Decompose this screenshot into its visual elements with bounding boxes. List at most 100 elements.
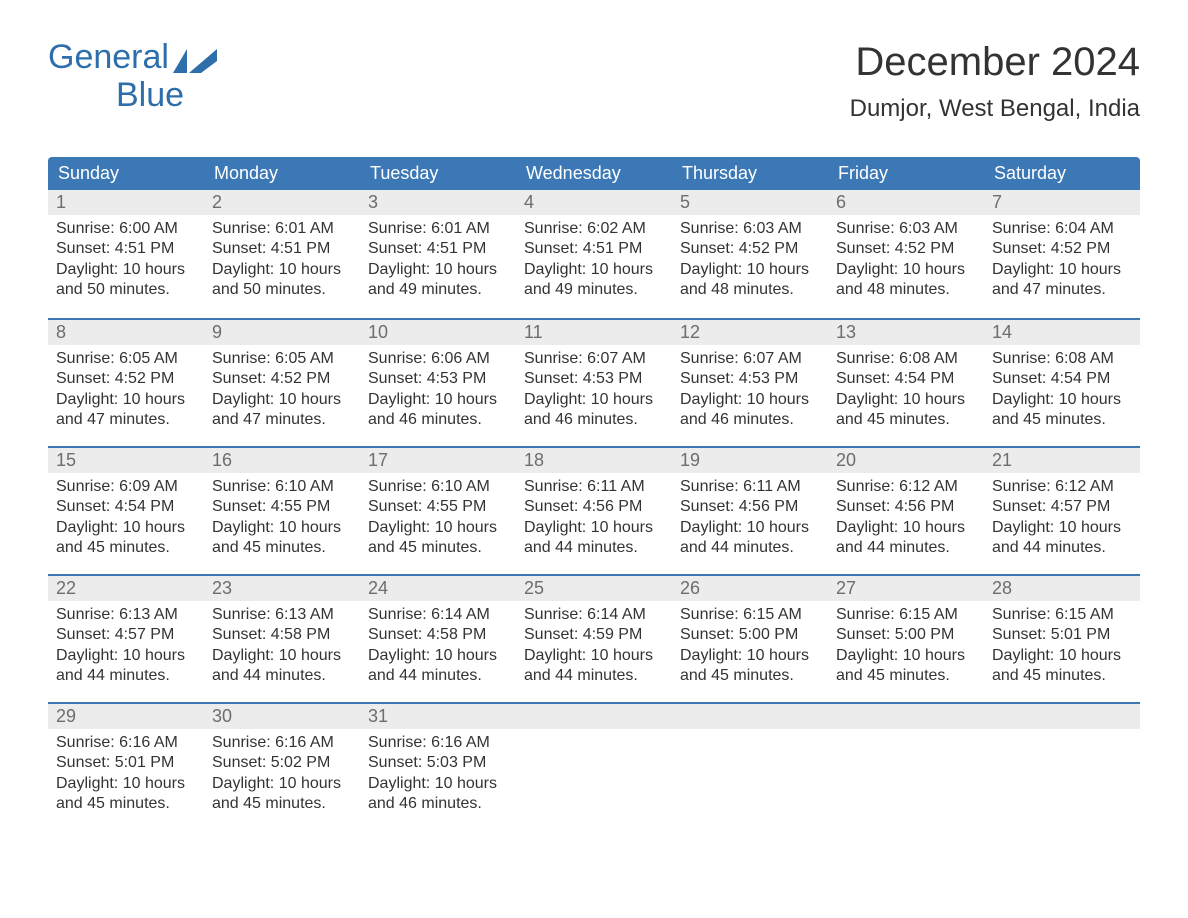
- day-body: Sunrise: 6:00 AMSunset: 4:51 PMDaylight:…: [48, 215, 204, 313]
- day-number: 6: [828, 190, 984, 215]
- title-block: December 2024 Dumjor, West Bengal, India: [850, 40, 1140, 123]
- day-cell: 16Sunrise: 6:10 AMSunset: 4:55 PMDayligh…: [204, 446, 360, 574]
- day-number: 16: [204, 448, 360, 473]
- logo: General Blue: [48, 40, 217, 112]
- day-number: 2: [204, 190, 360, 215]
- day-number: 28: [984, 576, 1140, 601]
- sunrise-line: Sunrise: 6:15 AM: [680, 605, 820, 625]
- sunrise-line: Sunrise: 6:15 AM: [836, 605, 976, 625]
- sunset-line: Sunset: 4:52 PM: [680, 239, 820, 259]
- sunrise-line: Sunrise: 6:16 AM: [212, 733, 352, 753]
- sunset-line: Sunset: 5:01 PM: [992, 625, 1132, 645]
- daylight-line: Daylight: 10 hours and 45 minutes.: [56, 518, 196, 559]
- weeks-container: 1Sunrise: 6:00 AMSunset: 4:51 PMDaylight…: [48, 190, 1140, 830]
- sunset-line: Sunset: 5:03 PM: [368, 753, 508, 773]
- day-number: 12: [672, 320, 828, 345]
- daylight-line: Daylight: 10 hours and 45 minutes.: [836, 390, 976, 431]
- day-cell: 4Sunrise: 6:02 AMSunset: 4:51 PMDaylight…: [516, 190, 672, 318]
- day-cell-empty: [828, 702, 984, 830]
- weekday-header-friday: Friday: [828, 157, 984, 190]
- day-cell: 27Sunrise: 6:15 AMSunset: 5:00 PMDayligh…: [828, 574, 984, 702]
- sunset-line: Sunset: 4:57 PM: [56, 625, 196, 645]
- daylight-line: Daylight: 10 hours and 46 minutes.: [680, 390, 820, 431]
- day-number: 13: [828, 320, 984, 345]
- day-number: 21: [984, 448, 1140, 473]
- weekday-header-row: SundayMondayTuesdayWednesdayThursdayFrid…: [48, 157, 1140, 190]
- day-body: Sunrise: 6:01 AMSunset: 4:51 PMDaylight:…: [204, 215, 360, 313]
- day-body: Sunrise: 6:15 AMSunset: 5:00 PMDaylight:…: [672, 601, 828, 699]
- daylight-line: Daylight: 10 hours and 46 minutes.: [368, 774, 508, 815]
- sunrise-line: Sunrise: 6:05 AM: [212, 349, 352, 369]
- day-body: Sunrise: 6:14 AMSunset: 4:59 PMDaylight:…: [516, 601, 672, 699]
- sunrise-line: Sunrise: 6:16 AM: [56, 733, 196, 753]
- day-number: 14: [984, 320, 1140, 345]
- daylight-line: Daylight: 10 hours and 45 minutes.: [836, 646, 976, 687]
- day-cell: 9Sunrise: 6:05 AMSunset: 4:52 PMDaylight…: [204, 318, 360, 446]
- day-cell: 17Sunrise: 6:10 AMSunset: 4:55 PMDayligh…: [360, 446, 516, 574]
- week-row: 22Sunrise: 6:13 AMSunset: 4:57 PMDayligh…: [48, 574, 1140, 702]
- day-body: Sunrise: 6:07 AMSunset: 4:53 PMDaylight:…: [672, 345, 828, 443]
- sunset-line: Sunset: 5:00 PM: [680, 625, 820, 645]
- day-number: 15: [48, 448, 204, 473]
- sunset-line: Sunset: 4:56 PM: [680, 497, 820, 517]
- weekday-header-thursday: Thursday: [672, 157, 828, 190]
- day-number: 26: [672, 576, 828, 601]
- daylight-line: Daylight: 10 hours and 46 minutes.: [524, 390, 664, 431]
- sunset-line: Sunset: 4:53 PM: [524, 369, 664, 389]
- daylight-line: Daylight: 10 hours and 45 minutes.: [992, 390, 1132, 431]
- day-cell: 20Sunrise: 6:12 AMSunset: 4:56 PMDayligh…: [828, 446, 984, 574]
- sunrise-line: Sunrise: 6:03 AM: [836, 219, 976, 239]
- day-cell: 30Sunrise: 6:16 AMSunset: 5:02 PMDayligh…: [204, 702, 360, 830]
- daylight-line: Daylight: 10 hours and 45 minutes.: [680, 646, 820, 687]
- day-body: Sunrise: 6:04 AMSunset: 4:52 PMDaylight:…: [984, 215, 1140, 313]
- day-body: Sunrise: 6:09 AMSunset: 4:54 PMDaylight:…: [48, 473, 204, 571]
- day-number: 3: [360, 190, 516, 215]
- daylight-line: Daylight: 10 hours and 44 minutes.: [56, 646, 196, 687]
- day-number: [984, 704, 1140, 729]
- daylight-line: Daylight: 10 hours and 45 minutes.: [368, 518, 508, 559]
- daylight-line: Daylight: 10 hours and 45 minutes.: [212, 774, 352, 815]
- daylight-line: Daylight: 10 hours and 47 minutes.: [992, 260, 1132, 301]
- sunset-line: Sunset: 5:02 PM: [212, 753, 352, 773]
- day-body: Sunrise: 6:14 AMSunset: 4:58 PMDaylight:…: [360, 601, 516, 699]
- daylight-line: Daylight: 10 hours and 50 minutes.: [212, 260, 352, 301]
- sunrise-line: Sunrise: 6:00 AM: [56, 219, 196, 239]
- calendar: SundayMondayTuesdayWednesdayThursdayFrid…: [48, 157, 1140, 830]
- daylight-line: Daylight: 10 hours and 47 minutes.: [212, 390, 352, 431]
- day-cell: 23Sunrise: 6:13 AMSunset: 4:58 PMDayligh…: [204, 574, 360, 702]
- day-cell: 10Sunrise: 6:06 AMSunset: 4:53 PMDayligh…: [360, 318, 516, 446]
- day-number: [516, 704, 672, 729]
- sunrise-line: Sunrise: 6:11 AM: [524, 477, 664, 497]
- sunrise-line: Sunrise: 6:12 AM: [836, 477, 976, 497]
- day-cell: 13Sunrise: 6:08 AMSunset: 4:54 PMDayligh…: [828, 318, 984, 446]
- sunrise-line: Sunrise: 6:11 AM: [680, 477, 820, 497]
- day-cell: 26Sunrise: 6:15 AMSunset: 5:00 PMDayligh…: [672, 574, 828, 702]
- day-body: Sunrise: 6:03 AMSunset: 4:52 PMDaylight:…: [672, 215, 828, 313]
- weekday-header-monday: Monday: [204, 157, 360, 190]
- daylight-line: Daylight: 10 hours and 44 minutes.: [368, 646, 508, 687]
- day-number: 17: [360, 448, 516, 473]
- day-number: 8: [48, 320, 204, 345]
- daylight-line: Daylight: 10 hours and 45 minutes.: [212, 518, 352, 559]
- sunrise-line: Sunrise: 6:08 AM: [836, 349, 976, 369]
- sunrise-line: Sunrise: 6:03 AM: [680, 219, 820, 239]
- day-body: Sunrise: 6:08 AMSunset: 4:54 PMDaylight:…: [828, 345, 984, 443]
- sunset-line: Sunset: 4:52 PM: [212, 369, 352, 389]
- daylight-line: Daylight: 10 hours and 45 minutes.: [992, 646, 1132, 687]
- day-body: Sunrise: 6:03 AMSunset: 4:52 PMDaylight:…: [828, 215, 984, 313]
- day-cell: 24Sunrise: 6:14 AMSunset: 4:58 PMDayligh…: [360, 574, 516, 702]
- day-number: 18: [516, 448, 672, 473]
- weekday-header-tuesday: Tuesday: [360, 157, 516, 190]
- sunrise-line: Sunrise: 6:04 AM: [992, 219, 1132, 239]
- sunset-line: Sunset: 4:51 PM: [368, 239, 508, 259]
- sunrise-line: Sunrise: 6:05 AM: [56, 349, 196, 369]
- day-number: 27: [828, 576, 984, 601]
- day-number: [828, 704, 984, 729]
- daylight-line: Daylight: 10 hours and 44 minutes.: [524, 518, 664, 559]
- day-body: Sunrise: 6:13 AMSunset: 4:58 PMDaylight:…: [204, 601, 360, 699]
- sunset-line: Sunset: 4:52 PM: [56, 369, 196, 389]
- sunset-line: Sunset: 4:51 PM: [212, 239, 352, 259]
- sunset-line: Sunset: 4:51 PM: [56, 239, 196, 259]
- daylight-line: Daylight: 10 hours and 45 minutes.: [56, 774, 196, 815]
- sunrise-line: Sunrise: 6:01 AM: [368, 219, 508, 239]
